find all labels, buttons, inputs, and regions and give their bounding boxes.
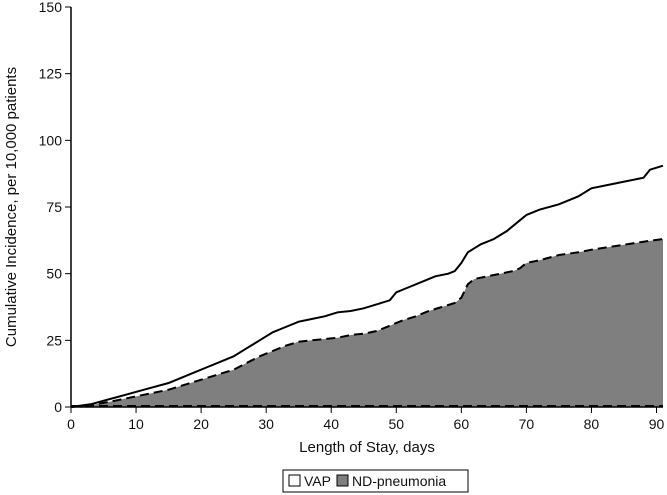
- legend-swatch-vap: [288, 474, 301, 487]
- legend-swatch-nd-pneumonia: [336, 474, 349, 487]
- x-tick-label: 90: [649, 416, 665, 432]
- x-tick-label: 70: [519, 416, 535, 432]
- y-tick-label: 25: [46, 332, 62, 348]
- x-tick-label: 50: [388, 416, 404, 432]
- x-tick-label: 40: [323, 416, 339, 432]
- y-tick-label: 50: [46, 266, 62, 282]
- line-vap: [70, 164, 664, 408]
- x-tick-label: 80: [584, 416, 600, 432]
- x-tick-label: 60: [454, 416, 470, 432]
- legend: VAP ND-pneumonia: [282, 469, 469, 493]
- legend-box: [282, 469, 469, 493]
- y-tick-label: 150: [39, 0, 63, 15]
- y-tick-label: 100: [39, 132, 63, 148]
- y-tick-label: 75: [46, 199, 62, 215]
- area-layer: [71, 165, 663, 407]
- x-tick-label: 20: [193, 416, 209, 432]
- x-tick-label: 0: [67, 416, 75, 432]
- x-axis-title: Length of Stay, days: [299, 439, 435, 456]
- x-tick-label: 30: [258, 416, 274, 432]
- line-layer: [70, 164, 664, 408]
- y-axis-title: Cumulative Incidence, per 10,000 patient…: [3, 67, 20, 347]
- legend-label-nd-pneumonia: ND-pneumonia: [352, 473, 446, 489]
- y-ticks: 0 25 50 75 100 125 150: [39, 0, 71, 415]
- x-tick-label: 10: [128, 416, 144, 432]
- line-nd-pneumonia: [70, 238, 664, 408]
- legend-label-vap: VAP: [304, 473, 331, 489]
- area-nd-pneumonia: [71, 239, 663, 407]
- y-tick-label: 125: [39, 66, 63, 82]
- y-tick-label: 0: [54, 399, 62, 415]
- x-ticks: 0 10 20 30 40 50 60 70 80 90: [67, 407, 664, 432]
